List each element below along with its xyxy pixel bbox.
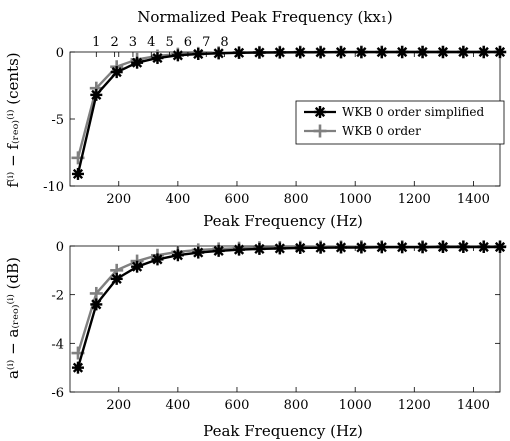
top-x-tick-label: 600 [225, 192, 250, 207]
legend-box [295, 100, 505, 145]
bottom-x-tick-label: 200 [106, 398, 131, 413]
legend-marker-simplified-glyph [314, 106, 326, 118]
bottom-y-tick-label: -6 [51, 386, 64, 401]
top-point-simplified [131, 56, 144, 69]
bottom-x-tick-label: 1000 [339, 398, 372, 413]
bottom-y-tick-label: -2 [51, 289, 64, 304]
top-x-tick-label: 1400 [457, 192, 490, 207]
bottom-point-simplified [192, 246, 205, 259]
bottom-point-simplified [375, 241, 388, 254]
top-point-simplified [253, 46, 266, 59]
bottom-point-simplified [171, 249, 184, 262]
bottom-point-simplified [151, 253, 164, 266]
bottom-point-simplified [314, 241, 327, 254]
top-axes: 200 400 600 800 1000 1200 1400 0 -5 -10 1 2 3 4 5 6 7 8 [43, 35, 500, 207]
top-axis-tick-label: 3 [129, 35, 137, 50]
top-panel: 200 400 600 800 1000 1200 1400 0 -5 -10 1 2 3 4 5 6 7 8 N… [4, 8, 507, 230]
bottom-x-tick-label: 1200 [398, 398, 431, 413]
top-point-simplified [90, 88, 103, 101]
top-point-simplified [457, 46, 470, 58]
bottom-point-simplified [212, 244, 225, 257]
top-x-tick-label: 1000 [339, 192, 372, 207]
top-axis-tick-label: 7 [202, 35, 210, 50]
top-point-simplified [396, 46, 409, 58]
top-point-simplified [477, 46, 490, 58]
bottom-point-simplified [131, 260, 144, 273]
bottom-point-simplified [335, 241, 348, 254]
top-axis-label: Normalized Peak Frequency (kx₁) [137, 8, 393, 26]
legend-marker-wkb-glyph [313, 124, 327, 138]
bottom-axes: 200 400 600 800 1000 1200 1400 0 -2 -4 -6 [51, 240, 500, 413]
top-axis-tick-label: 2 [110, 35, 118, 50]
top-point-simplified [233, 46, 246, 59]
bottom-point-simplified [71, 361, 84, 374]
top-axis-tick-label: 8 [220, 35, 228, 50]
top-point-simplified [192, 48, 205, 61]
legend-label-simplified: WKB 0 order simplified [342, 105, 485, 119]
bottom-panel-x-axis-label: Peak Frequency (Hz) [203, 422, 363, 440]
bottom-point-simplified [436, 240, 449, 253]
legend-marker-simplified [314, 106, 326, 118]
bottom-point-simplified [355, 241, 368, 254]
top-axis-tick-label: 6 [184, 35, 192, 50]
top-point-simplified [355, 46, 368, 59]
top-point-simplified [314, 46, 327, 59]
top-point-simplified [212, 47, 225, 60]
top-point-simplified [416, 46, 429, 58]
top-series-group [71, 45, 507, 180]
top-panel-x-axis-label: Peak Frequency (Hz) [203, 212, 363, 230]
top-axis-tick-label: 4 [147, 35, 155, 50]
bottom-y-tick-label: -4 [51, 337, 64, 352]
top-point-simplified [151, 52, 164, 65]
bottom-x-tick-label: 400 [165, 398, 190, 413]
top-x-tick-label: 1200 [398, 192, 431, 207]
bottom-point-simplified [494, 240, 506, 253]
top-y-tick-label: -5 [51, 113, 64, 128]
bottom-point-simplified [253, 242, 266, 255]
top-y-tick-label: 0 [56, 46, 64, 61]
legend: WKB 0 order simplified WKB 0 order [295, 100, 505, 145]
top-x-tick-label: 800 [284, 192, 309, 207]
top-point-simplified [436, 46, 449, 58]
top-panel-y-axis-label: f⁽ⁱ⁾ − f₍ᵣₑₒ₎⁽ⁱ⁾ (cents) [4, 52, 22, 187]
top-point-simplified [375, 46, 388, 59]
bottom-plot-frame [69, 245, 501, 393]
bottom-x-tick-label: 600 [225, 398, 250, 413]
legend-label-wkb: WKB 0 order [342, 124, 421, 138]
top-point-simplified [335, 46, 348, 59]
top-axis-tick-label: 1 [92, 35, 100, 50]
bottom-point-wkb [89, 286, 103, 300]
bottom-panel-y-axis-label: a⁽ⁱ⁾ − a₍ᵣₑₒ₎⁽ⁱ⁾ (dB) [4, 257, 22, 379]
bottom-point-simplified [110, 272, 123, 285]
bottom-y-tick-label: 0 [56, 240, 64, 255]
bottom-series-group [71, 239, 507, 374]
bottom-point-simplified [396, 241, 409, 254]
bottom-point-simplified [233, 243, 246, 256]
top-point-simplified [273, 46, 286, 59]
bottom-panel: 200 400 600 800 1000 1200 1400 0 -2 -4 -6 Peak Fre… [4, 239, 507, 440]
bottom-point-simplified [90, 298, 103, 311]
bottom-point-simplified [457, 240, 470, 253]
top-point-simplified [110, 66, 123, 79]
top-series-line-simplified [76, 50, 500, 175]
bottom-point-simplified [477, 240, 490, 253]
bottom-x-tick-label: 800 [284, 398, 309, 413]
top-y-tick-label: -10 [43, 180, 64, 195]
bottom-series-line-simplified [76, 245, 500, 369]
top-axis-tick-label: 5 [165, 35, 173, 50]
top-point-simplified [71, 167, 84, 180]
bottom-x-tick-label: 1400 [457, 398, 490, 413]
legend-marker-wkb [313, 124, 327, 138]
bottom-point-simplified [273, 242, 286, 255]
top-x-tick-label: 400 [165, 192, 190, 207]
bottom-point-simplified [416, 241, 429, 254]
top-x-tick-label: 200 [106, 192, 131, 207]
